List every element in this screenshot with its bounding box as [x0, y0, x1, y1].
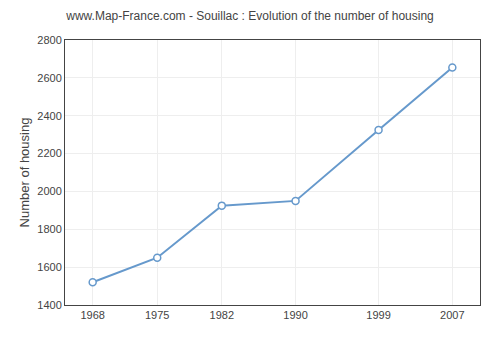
svg-text:1990: 1990 [283, 309, 307, 321]
svg-text:2007: 2007 [440, 309, 464, 321]
svg-text:2000: 2000 [37, 185, 61, 197]
svg-text:Number of housing: Number of housing [17, 118, 32, 228]
svg-text:1975: 1975 [145, 309, 169, 321]
svg-text:1600: 1600 [37, 261, 61, 273]
svg-text:1982: 1982 [210, 309, 234, 321]
svg-text:2200: 2200 [37, 147, 61, 159]
svg-text:2600: 2600 [37, 72, 61, 84]
svg-text:1968: 1968 [80, 309, 104, 321]
svg-text:1400: 1400 [37, 299, 61, 311]
svg-text:www.Map-France.com - Souillac: www.Map-France.com - Souillac : Evolutio… [65, 9, 434, 23]
svg-text:2800: 2800 [37, 34, 61, 46]
svg-text:1800: 1800 [37, 223, 61, 235]
svg-text:1999: 1999 [366, 309, 390, 321]
svg-text:2400: 2400 [37, 110, 61, 122]
